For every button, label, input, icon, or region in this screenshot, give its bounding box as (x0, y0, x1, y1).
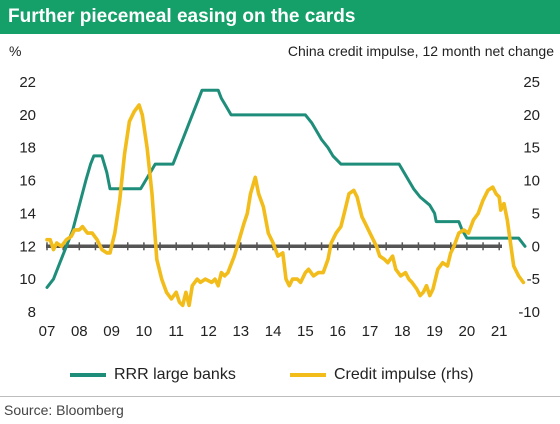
x-tick-label: 07 (39, 323, 56, 340)
series-line-rrr (45, 88, 527, 289)
x-tick-label: 10 (136, 323, 153, 340)
x-tick-label: 12 (200, 323, 217, 340)
y-right-tick-label: -5 (527, 271, 540, 288)
y-left-tick-label: 20 (19, 107, 36, 124)
source-note: Source: Bloomberg (4, 402, 124, 418)
legend-item-impulse: Credit impulse (rhs) (290, 366, 474, 384)
title-bar: Further piecemeal easing on the cards (0, 0, 560, 34)
x-tick-label: 13 (232, 323, 249, 340)
y-right-tick-label: 5 (532, 205, 540, 222)
y-left-tick-label: 12 (19, 238, 36, 255)
legend-label-impulse: Credit impulse (rhs) (334, 366, 474, 383)
y-left-tick-label: 18 (19, 140, 36, 157)
legend-swatch-impulse (290, 372, 326, 377)
legend-item-rrr: RRR large banks (70, 366, 236, 384)
right-axis-title: China credit impulse, 12 month net chang… (287, 43, 554, 59)
x-tick-label: 15 (297, 323, 314, 340)
x-tick-label: 18 (394, 323, 411, 340)
x-tick-label: 14 (265, 323, 282, 340)
x-tick-label: 19 (426, 323, 443, 340)
x-tick-label: 08 (71, 323, 88, 340)
x-tick-label: 17 (362, 323, 379, 340)
y-right-tick-label: 20 (523, 107, 540, 124)
series-layer (45, 88, 527, 308)
y-right-tick-label: 10 (523, 173, 540, 190)
y-right-tick-label: 0 (532, 238, 540, 255)
y-right-tick-label: 15 (523, 140, 540, 157)
series-line-credit-impulse (45, 103, 526, 308)
x-tick-label: 21 (491, 323, 508, 340)
y-right-tick-label: -10 (518, 304, 540, 321)
chart-title: Further piecemeal easing on the cards (8, 6, 356, 27)
y-left-tick-label: 10 (19, 271, 36, 288)
y-right-tick-label: 25 (523, 74, 540, 91)
footer-divider (0, 396, 560, 397)
y-left-tick-label: 14 (19, 205, 36, 222)
legend-swatch-rrr (70, 372, 106, 377)
left-axis-unit: % (9, 43, 22, 59)
x-tick-label: 20 (459, 323, 476, 340)
x-tick-label: 16 (329, 323, 346, 340)
legend-label-rrr: RRR large banks (114, 366, 236, 383)
y-left-tick-label: 16 (19, 173, 36, 190)
x-tick-label: 09 (103, 323, 120, 340)
x-tick-label: 11 (168, 323, 184, 340)
y-left-tick-label: 8 (28, 304, 36, 321)
y-left-tick-label: 22 (19, 74, 36, 91)
